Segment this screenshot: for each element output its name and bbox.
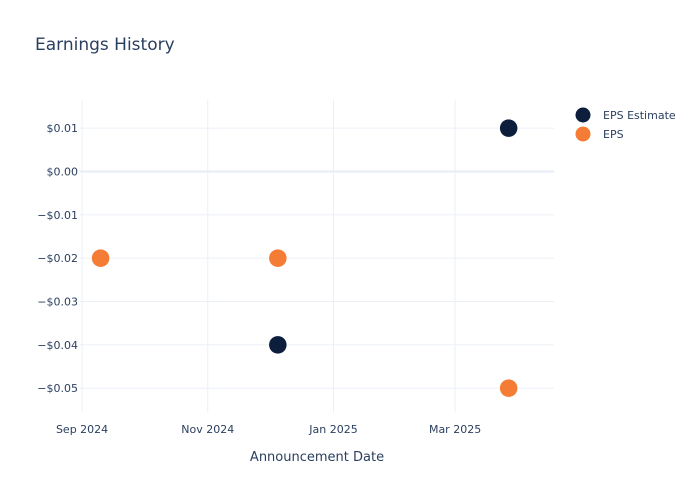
series-eps-estimate [91,118,518,355]
data-point[interactable] [91,248,110,268]
x-tick-label: Mar 2025 [429,423,481,436]
legend-label: EPS [603,128,624,141]
x-tick-label: Nov 2024 [181,423,234,436]
y-tick-label: −$0.03 [37,296,78,309]
data-point[interactable] [268,335,288,355]
legend-label: EPS Estimate [603,109,676,122]
y-tick-label: −$0.04 [37,339,78,352]
legend[interactable]: EPS Estimate EPS [575,107,676,142]
y-tick-label: $0.01 [47,122,79,135]
x-axis-ticks: Sep 2024 Nov 2024 Jan 2025 Mar 2025 [56,423,481,436]
data-point[interactable] [499,378,518,398]
data-point[interactable] [499,118,518,138]
x-axis-title: Announcement Date [250,450,384,465]
x-tick-label: Sep 2024 [56,423,108,436]
data-point[interactable] [268,248,288,268]
data-points [91,118,518,398]
legend-item[interactable]: EPS [575,126,624,142]
legend-marker [575,107,591,123]
y-tick-label: −$0.01 [37,209,78,222]
chart-title: Earnings History [35,35,175,55]
y-tick-label: −$0.05 [37,382,78,395]
x-tick-label: Jan 2025 [308,423,357,436]
series-eps [91,248,518,398]
y-tick-label: $0.00 [47,166,79,179]
legend-item[interactable]: EPS Estimate [575,107,676,123]
grid-lines [80,100,554,412]
legend-marker [575,126,591,142]
y-axis-ticks: $0.01 $0.00 −$0.01 −$0.02 −$0.03 −$0.04 −$0.05 [37,122,78,395]
y-tick-label: −$0.02 [37,252,78,265]
